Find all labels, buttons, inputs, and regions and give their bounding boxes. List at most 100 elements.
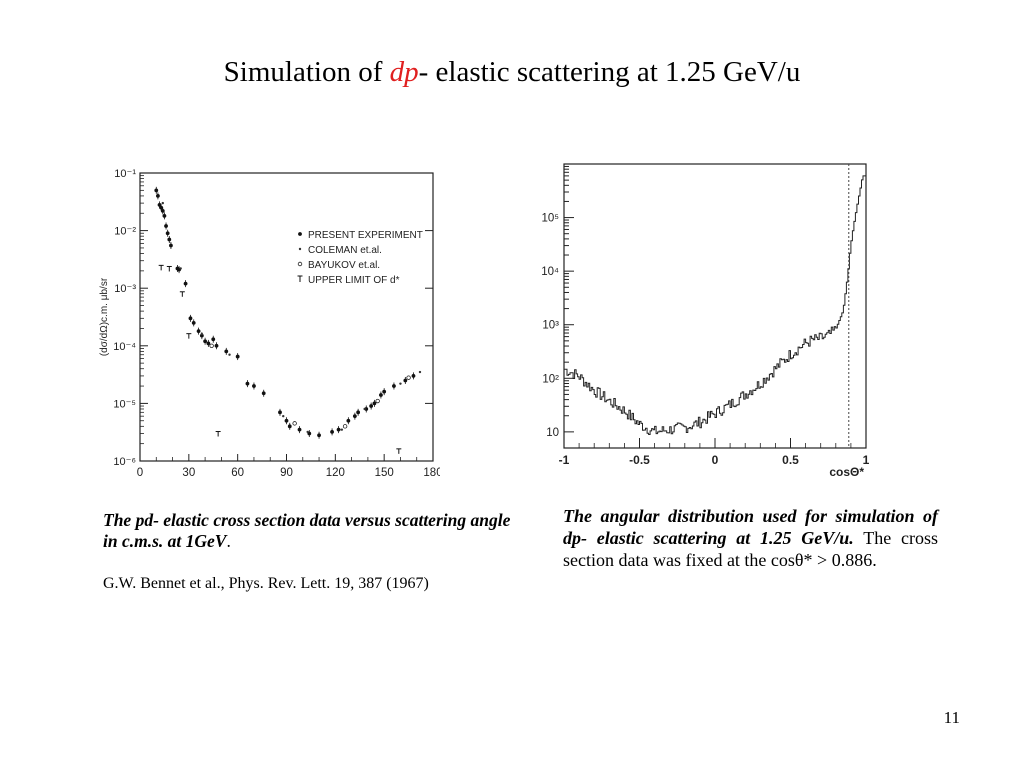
reference: G.W. Bennet et al., Phys. Rev. Lett. 19,… [103,575,429,592]
legend-entry: UPPER LIMIT OF d* [297,275,400,286]
data-point-coleman [399,382,402,385]
data-point-present [203,339,208,344]
data-point-coleman [200,332,204,336]
data-point-present [159,205,164,210]
y-tick-label: 10 [546,427,559,439]
data-point-present [154,188,159,193]
x-tick-label: 0 [137,467,143,479]
data-point-present [235,354,240,359]
data-point-coleman [228,353,231,356]
histogram-line [564,175,866,435]
data-point-coleman [340,428,344,431]
data-point-present [252,384,256,388]
data-point-present [156,194,160,198]
legend-label: COLEMAN et.al. [308,245,382,256]
legend-marker [297,261,303,267]
data-point-present [317,433,321,438]
data-point-present [188,316,193,321]
y-tick-label: 10⁵ [541,213,559,225]
data-point-coleman [306,430,309,434]
data-point-present [278,410,282,415]
legend-marker [298,232,302,236]
data-point-present [336,427,341,432]
data-point-present [214,343,219,348]
data-point-present [284,418,289,423]
legend-entry: PRESENT EXPERIMENT [298,230,423,241]
page-number: 11 [943,708,960,727]
data-point-present [183,281,188,286]
title-post: - elastic scattering at 1.25 GeV/u [418,56,801,88]
data-point-present [157,202,162,207]
data-point-present [403,378,408,383]
data-point-present [196,329,201,333]
data-point-present [206,341,211,346]
legend-marker [298,247,302,251]
data-point-coleman [179,267,182,270]
data-point-present [169,243,173,248]
legend-label: BAYUKOV et.al. [308,260,380,271]
data-point-present [297,427,302,432]
data-point-coleman [161,201,164,205]
data-point-present [330,430,334,434]
slide-title: Simulation of dp- elastic scattering at … [0,56,1024,89]
data-point-present [191,320,196,325]
data-point-coleman [418,370,422,374]
data-point-present [167,237,172,242]
x-tick-label: 1 [863,453,870,467]
y-tick-label: 10⁻³ [114,283,136,295]
data-point-present [165,231,170,236]
y-tick-label: 10⁻⁵ [113,398,136,410]
data-point-present [224,349,229,354]
data-point-present [164,224,168,228]
x-tick-label: -0.5 [629,453,650,467]
legend-label: UPPER LIMIT OF d* [308,275,400,286]
y-tick-label: 10⁴ [541,266,559,278]
data-point-present [160,208,165,213]
data-point-bayukov [292,421,297,426]
legend-entry: BAYUKOV et.al. [297,260,380,271]
x-tick-label: 0 [712,453,719,467]
data-point-coleman [363,407,366,411]
x-axis-label: cosΘ* [829,465,864,478]
y-tick-label: 10⁻⁴ [113,341,136,353]
plot-frame [563,163,867,449]
data-point-bayukov [375,398,380,404]
title-pre: Simulation of [223,56,390,88]
data-point-present [162,213,167,218]
y-axis-label: (dσ/dΩ)c.m. μb/sr [99,277,110,356]
title-red: dp [389,56,419,88]
data-point-present [346,418,351,423]
data-point-present [261,391,266,396]
caption-right: The angular distribution used for simula… [563,506,938,570]
data-point-bayukov [209,343,214,348]
y-tick-label: 10⁻² [114,226,136,238]
data-point-present [369,404,374,408]
y-tick-label: 10² [542,373,559,385]
data-point-present [382,389,387,394]
data-point-bayukov [406,375,411,380]
legend-entry: COLEMAN et.al. [298,245,382,256]
data-point-present [211,337,216,342]
y-tick-label: 10⁻⁶ [113,456,136,468]
data-point-bayukov [342,424,348,429]
y-tick-label: 10⁻¹ [114,168,136,180]
data-point-present [392,384,396,388]
chart-cross-section: 10⁻⁶ 10⁻⁵ 10⁻⁴ 10⁻³ 10⁻² 10⁻¹ 0 30 60 90 120 150 180… [99,168,440,479]
x-tick-label: 120 [326,467,345,479]
data-point-present [245,381,250,386]
x-tick-label: 180 [423,467,440,479]
x-tick-label: 0.5 [782,453,799,467]
data-point-present [352,414,357,419]
data-point-present [411,374,416,378]
legend-label: PRESENT EXPERIMENT [308,230,423,241]
x-tick-label: 30 [182,467,195,479]
data-point-present [356,410,361,415]
x-tick-label: -1 [559,453,570,467]
data-point-coleman [282,414,285,418]
data-point-present [287,424,292,429]
x-tick-label: 150 [375,467,394,479]
y-tick-label: 10³ [542,320,559,332]
data-point-present [372,401,377,406]
caption-left: The pd- elastic cross section data versu… [103,510,511,551]
